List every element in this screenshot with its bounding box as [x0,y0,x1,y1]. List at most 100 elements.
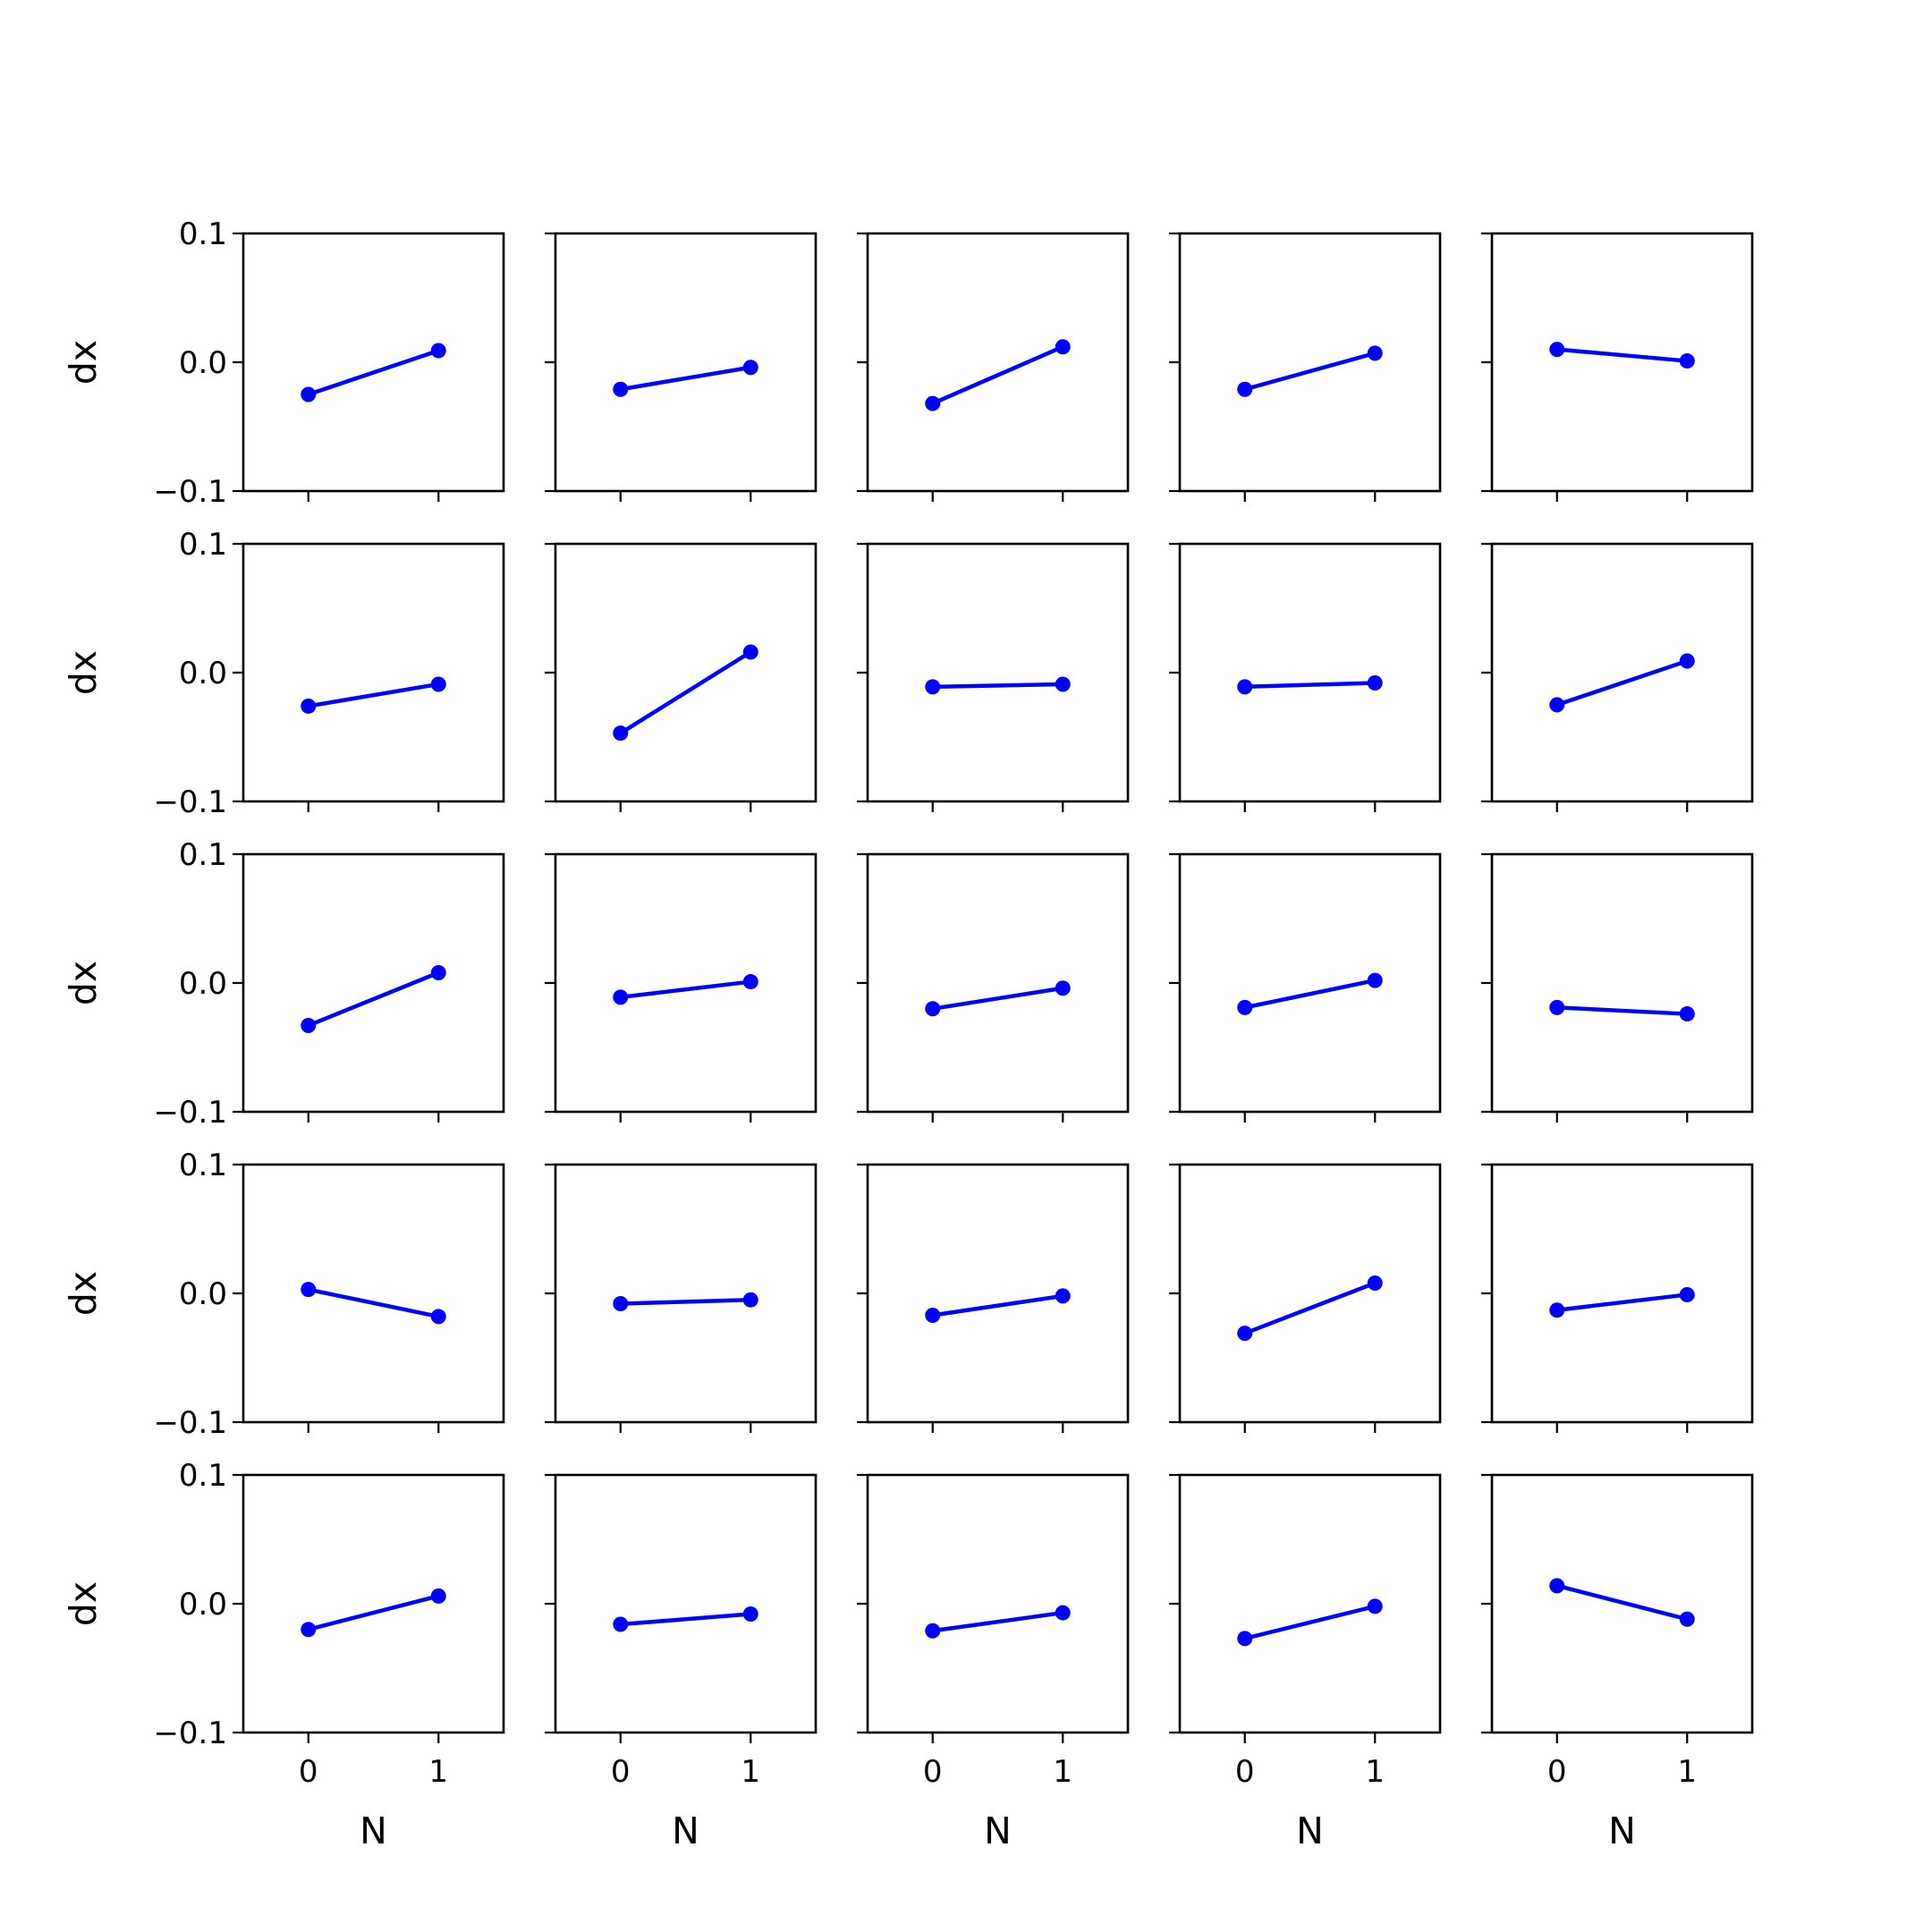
data-point [430,343,446,359]
y-tick-label: −0.1 [153,1095,227,1131]
y-tick-label: 0.0 [179,345,227,381]
x-axis-label: N [1296,1809,1324,1852]
data-point [613,1296,629,1312]
series-line [620,1297,751,1306]
y-axis-label: dx [62,1271,105,1316]
subplot-grid: −0.10.00.1dx−0.10.00.1dx−0.10.00.1dx−0.1… [62,216,1754,1852]
subplot-r3-c1: −0.1 0.0 0.1 dx [62,837,505,1131]
y-tick-label: −0.1 [153,784,227,820]
subplot-r3-c5 [1481,852,1754,1123]
subplot-r5-c3: 0 1 N [857,1473,1130,1852]
data-point [1549,1302,1565,1318]
subplot-r4-c2 [545,1163,818,1433]
data-point [1549,697,1565,713]
y-tick-label: 0.0 [179,656,227,691]
series-line [1556,1583,1688,1622]
data-point [430,676,446,692]
y-tick-label: −0.1 [153,474,227,510]
subplot-r1-c3 [857,232,1130,502]
subplot-r3-c3 [857,852,1130,1123]
series-line [620,365,751,392]
series-line [1556,347,1688,363]
data-point [1679,1611,1695,1627]
data-point [742,974,758,990]
y-tick-label: 0.1 [179,216,227,252]
y-tick-label: 0.0 [179,1587,227,1623]
data-point [301,1282,317,1298]
y-axis-label: dx [62,340,105,385]
series-line [307,970,440,1028]
y-tick-label: 0.1 [179,527,227,563]
series-line [932,1293,1063,1318]
data-point [1367,1598,1383,1614]
data-point [1679,653,1695,669]
data-point [1549,342,1565,358]
data-point [925,1307,941,1323]
y-tick-label: −0.1 [153,1716,227,1751]
subplot-r5-c2: 0 1 N [545,1473,818,1852]
subplot-r5-c4: 0 1 N [1169,1473,1442,1852]
data-point [925,395,941,411]
y-axis-label: dx [62,961,105,1005]
x-tick-label: 1 [1365,1754,1385,1790]
series-line [1243,1281,1377,1335]
subplot-r2-c2 [545,542,818,812]
data-point [1237,679,1253,695]
data-point [925,1623,941,1639]
x-tick-label: 1 [741,1754,760,1790]
series-line [619,650,752,735]
subplot-r1-c1: −0.1 0.0 0.1 dx [62,216,505,510]
data-point [1237,1631,1253,1647]
data-point [301,698,317,714]
x-tick-label: 0 [1235,1754,1255,1790]
data-point [742,1606,758,1623]
data-point [1237,1326,1253,1342]
series-line [1556,1005,1688,1016]
series-line [1556,1292,1688,1312]
data-point [1679,1286,1695,1302]
subplot-r1-c5 [1481,232,1754,502]
x-axis-label: N [1608,1809,1636,1852]
subplot-r4-c1: −0.1 0.0 0.1 dx [62,1148,505,1441]
x-tick-label: 1 [428,1754,448,1790]
data-point [1367,1275,1383,1291]
y-tick-label: −0.1 [153,1405,227,1441]
subplot-r2-c4 [1169,542,1442,812]
series-line [932,1610,1063,1633]
data-point [430,1588,446,1604]
x-axis-label: N [984,1809,1012,1852]
x-tick-label: 1 [1677,1754,1697,1790]
series-line [620,979,751,1000]
series-line [932,986,1063,1012]
x-tick-label: 0 [611,1754,631,1790]
data-point [1679,353,1695,369]
subplot-r2-c1: −0.1 0.0 0.1 dx [62,527,505,820]
series-line [932,682,1063,690]
subplot-r4-c3 [857,1163,1130,1433]
subplot-r2-c5 [1481,542,1754,812]
data-point [1055,1605,1071,1621]
data-point [613,989,629,1005]
series-line [308,1594,439,1631]
data-point [1055,980,1071,996]
data-point [1055,676,1071,692]
data-point [1549,1578,1565,1594]
y-axis-label: dx [62,1581,105,1626]
data-point [925,1001,941,1017]
x-tick-label: 0 [923,1754,943,1790]
data-point [301,386,317,402]
data-point [742,360,758,376]
subplot-r3-c2 [545,852,818,1123]
y-axis-label: dx [62,650,105,695]
data-point [430,964,446,980]
series-line [308,682,439,708]
x-tick-label: 0 [299,1754,318,1790]
data-point [613,381,629,397]
data-point [1367,675,1383,691]
subplot-r3-c4 [1169,852,1442,1123]
series-line [1244,1604,1376,1641]
data-point [1679,1006,1695,1022]
x-tick-label: 1 [1053,1754,1072,1790]
series-line [931,344,1064,406]
data-point [1367,972,1383,988]
